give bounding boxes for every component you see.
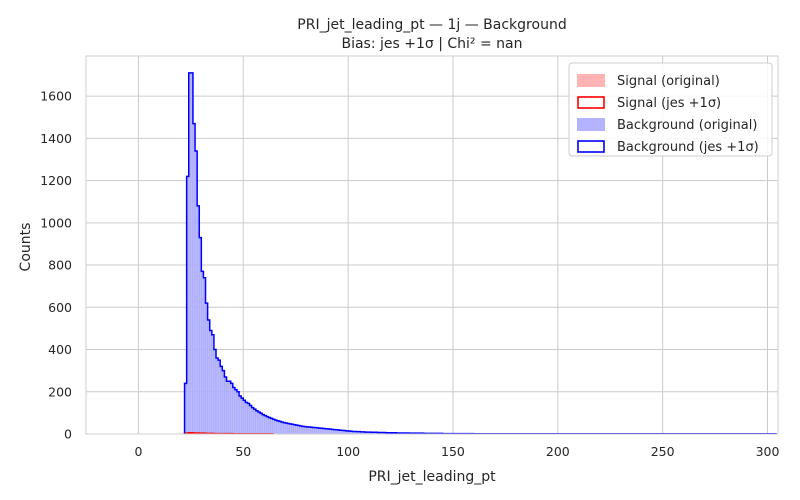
background-bar: [276, 420, 280, 435]
background-bar: [253, 408, 257, 435]
background-bar: [278, 421, 282, 435]
background-bar: [272, 419, 275, 435]
background-bar: [230, 383, 233, 435]
chart-title: PRI_jet_leading_pt — 1j — Background: [297, 17, 566, 33]
background-bar: [236, 391, 240, 435]
y-axis-ticks: 0 200 400 600 800 1000 1200 1400 1600: [40, 89, 72, 442]
background-bar: [207, 319, 210, 435]
legend-label-background-jes-1: Background (jes +1σ): [617, 140, 759, 155]
background-bar: [215, 357, 219, 435]
background-bar: [232, 387, 236, 435]
background-bar: [257, 411, 261, 435]
legend-swatch-signal-jes-1: [577, 96, 605, 109]
background-bar: [228, 381, 231, 435]
background-bar: [241, 397, 244, 435]
y-tick-label: 400: [48, 342, 72, 357]
x-tick-label: 300: [756, 444, 780, 459]
background-bar: [224, 376, 227, 435]
background-bar: [243, 400, 246, 435]
background-bar: [217, 359, 221, 435]
background-bar: [289, 423, 292, 435]
background-bar: [226, 381, 229, 435]
background-bar: [295, 424, 298, 435]
background-bar: [238, 395, 242, 435]
x-tick-label: 0: [134, 444, 142, 459]
x-axis-ticks: 0 50 100 150 200 250 300: [134, 444, 779, 459]
background-bar: [308, 426, 311, 435]
y-tick-label: 200: [48, 384, 72, 399]
legend-label-signal-original: Signal (original): [617, 74, 720, 89]
background-bar: [209, 330, 212, 435]
background-bar: [299, 425, 303, 435]
y-axis-label: Counts: [18, 223, 34, 272]
background-bar: [245, 402, 248, 435]
background-bar: [205, 302, 208, 435]
x-tick-label: 100: [336, 444, 360, 459]
x-tick-label: 200: [546, 444, 570, 459]
legend-swatch-background-jes-1: [577, 140, 605, 153]
background-bar: [234, 389, 238, 435]
background-bar: [303, 426, 307, 435]
background-bar: [255, 410, 259, 435]
y-tick-label: 1200: [40, 173, 72, 188]
y-tick-label: 800: [48, 258, 72, 273]
x-tick-label: 250: [651, 444, 675, 459]
legend-swatch-background-original: [577, 118, 605, 131]
y-tick-label: 0: [64, 427, 72, 442]
x-axis-label: PRI_jet_leading_pt: [368, 469, 496, 485]
background-bar: [301, 426, 305, 435]
background-bar: [266, 416, 269, 435]
background-bar: [297, 425, 301, 435]
legend-box: [568, 62, 773, 157]
y-tick-label: 1600: [40, 89, 72, 104]
background-bar: [222, 370, 225, 435]
background-bar: [249, 405, 252, 435]
background-bar: [264, 415, 267, 435]
background-bar: [268, 417, 271, 435]
y-tick-label: 1000: [40, 215, 72, 230]
legend-label-background-original: Background (original): [617, 118, 757, 133]
background-bar: [213, 349, 217, 435]
y-tick-label: 1400: [40, 131, 72, 146]
background-bar: [306, 426, 309, 435]
legend-label-signal-jes-1: Signal (jes +1σ): [617, 96, 721, 111]
background-bar: [270, 418, 273, 435]
background-bar: [251, 407, 254, 435]
background-bar: [282, 422, 286, 435]
background-bar: [280, 421, 284, 435]
background-bar: [196, 205, 200, 435]
background-bar: [285, 422, 288, 435]
background-bar: [247, 403, 250, 435]
background-bar: [274, 419, 277, 435]
background-bar: [220, 366, 223, 435]
background-bar: [291, 424, 294, 435]
background-bar: [310, 427, 313, 435]
background-bar: [190, 72, 194, 435]
x-tick-label: 150: [441, 444, 465, 459]
background-bar: [192, 123, 196, 435]
y-tick-label: 600: [48, 300, 72, 315]
background-bar: [287, 423, 290, 435]
chart-subtitle: Bias: jes +1σ | Chi² = nan: [341, 36, 522, 52]
legend-swatch-signal-original: [577, 74, 605, 87]
background-bar: [312, 427, 315, 435]
plot-frame: [85, 55, 779, 435]
x-tick-label: 50: [235, 444, 251, 459]
background-bar: [201, 271, 204, 435]
background-bar: [293, 424, 296, 435]
background-bar: [261, 414, 265, 435]
legend: Signal (original) Signal (jes +1σ) Backgro…: [568, 62, 773, 157]
background-bar: [259, 413, 263, 435]
